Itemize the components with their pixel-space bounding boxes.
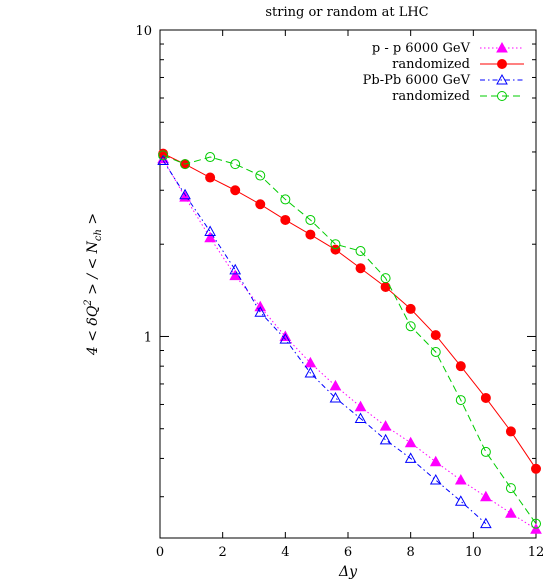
data-point xyxy=(230,185,241,196)
y-axis-label: 4 < δQ2 > / < Nch > xyxy=(83,213,104,356)
data-point xyxy=(531,518,541,529)
x-tick-label: 4 xyxy=(281,545,289,560)
data-point xyxy=(305,229,316,240)
series-2 xyxy=(157,154,492,529)
y-tick-label: 1 xyxy=(144,330,152,345)
x-axis-label: Δy xyxy=(338,564,358,580)
data-point xyxy=(454,495,467,506)
data-point xyxy=(480,392,491,403)
legend-label: p - p 6000 GeV xyxy=(372,41,471,56)
data-point xyxy=(254,306,267,317)
series-line xyxy=(162,154,537,524)
data-point xyxy=(480,517,492,529)
data-point xyxy=(280,214,291,225)
data-point xyxy=(454,474,467,485)
data-point xyxy=(505,483,516,494)
data-point xyxy=(204,225,216,237)
data-point xyxy=(455,361,466,372)
data-point xyxy=(305,214,316,225)
data-point xyxy=(480,490,492,502)
data-point xyxy=(379,420,392,431)
data-point xyxy=(480,446,491,457)
x-tick-label: 0 xyxy=(156,545,164,560)
legend-marker xyxy=(497,59,507,69)
data-point xyxy=(279,333,292,344)
data-point xyxy=(404,436,417,448)
legend-marker xyxy=(497,91,507,101)
data-point xyxy=(304,366,317,378)
data-point xyxy=(205,172,216,183)
data-point xyxy=(329,379,342,391)
data-point xyxy=(354,412,367,423)
data-point xyxy=(205,152,216,163)
data-point xyxy=(355,246,366,257)
data-point xyxy=(255,170,266,181)
data-point xyxy=(354,400,367,412)
data-point xyxy=(180,159,191,170)
data-point xyxy=(429,474,442,485)
data-point xyxy=(405,321,416,332)
data-point xyxy=(531,463,541,474)
legend-label: Pb-Pb 6000 GeV xyxy=(363,73,471,88)
data-point xyxy=(380,273,391,284)
legend-label: randomized xyxy=(392,89,470,104)
data-point xyxy=(229,269,242,281)
legend-marker xyxy=(496,73,508,85)
series-1 xyxy=(158,148,541,474)
data-point xyxy=(430,330,441,341)
data-point xyxy=(229,263,242,275)
data-point xyxy=(330,244,341,255)
data-point xyxy=(505,426,516,437)
axis-ticks: 0 2 4 6 8 10 12 1 10 xyxy=(135,24,543,560)
data-point xyxy=(405,303,416,314)
data-point xyxy=(455,395,466,406)
data-point xyxy=(230,159,241,170)
data-point xyxy=(179,188,191,200)
series-line xyxy=(162,158,537,530)
chart-title: string or random at LHC xyxy=(265,5,428,20)
x-tick-label: 8 xyxy=(407,545,415,560)
data-point xyxy=(380,282,391,293)
data-point xyxy=(255,199,266,210)
series-line xyxy=(162,160,487,525)
data-point xyxy=(505,507,517,518)
y-tick-label: 10 xyxy=(135,24,152,39)
plot-frame xyxy=(159,29,537,539)
data-point xyxy=(280,194,291,205)
data-point xyxy=(329,391,342,403)
series-0 xyxy=(157,152,542,534)
series-3 xyxy=(158,150,541,529)
x-tick-label: 2 xyxy=(219,545,227,560)
data-point xyxy=(304,356,317,368)
data-point xyxy=(379,433,392,445)
data-point xyxy=(330,239,341,250)
x-tick-label: 12 xyxy=(528,545,543,560)
data-point xyxy=(430,346,441,357)
data-point xyxy=(158,150,169,161)
data-point xyxy=(404,452,417,463)
legend-marker xyxy=(496,41,508,53)
data-point xyxy=(157,154,169,166)
data-point xyxy=(355,263,366,274)
data-point xyxy=(204,231,216,243)
series-line xyxy=(162,153,537,470)
data-point xyxy=(530,523,542,534)
series-layer xyxy=(157,148,542,534)
legend-label: randomized xyxy=(392,57,470,72)
x-tick-label: 6 xyxy=(344,545,352,560)
data-point xyxy=(429,455,442,467)
x-tick-label: 10 xyxy=(465,545,482,560)
